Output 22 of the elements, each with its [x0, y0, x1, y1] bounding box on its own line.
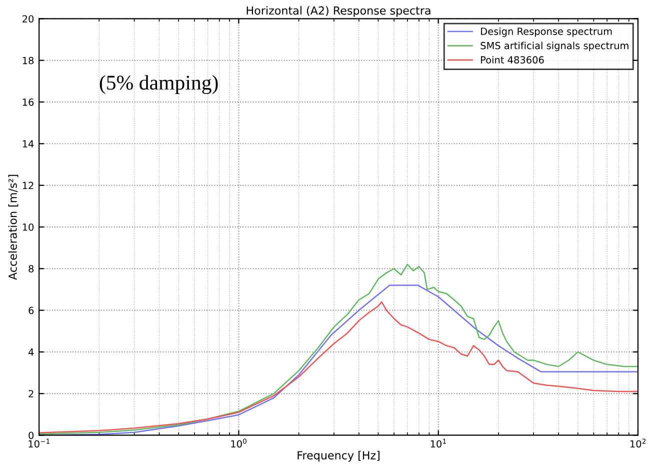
x-tick-label: 10$^{0}$ [231, 438, 246, 448]
y-tick-label: 18 [22, 56, 34, 64]
y-tick-label: 6 [28, 306, 34, 314]
y-tick-label: 10 [22, 223, 34, 231]
legend-label: Point 483606 [481, 56, 544, 64]
x-tick-label: 10$^{1}$ [430, 438, 446, 448]
y-tick-label: 20 [22, 15, 34, 23]
y-tick-label: 4 [28, 348, 34, 356]
x-tick-label: 10$^{2}$ [630, 438, 646, 448]
y-tick-label: 0 [28, 432, 34, 440]
y-tick-label: 16 [22, 98, 34, 106]
annotation: (5% damping) [100, 75, 218, 94]
legend-label: SMS artificial signals spectrum [480, 42, 628, 52]
y-tick-label: 2 [28, 390, 34, 398]
x-axis-title: Frequency [Hz] [298, 450, 380, 462]
chart-title: Horizontal (A2) Response spectra [246, 6, 430, 17]
y-tick-label: 8 [28, 265, 34, 272]
legend-label: Design Response spectrum [481, 27, 612, 37]
y-tick-label: 12 [22, 182, 34, 190]
x-tick-label: 10$^{−1}$ [28, 438, 50, 448]
y-axis-title: Acceleration [m/s²] [8, 174, 18, 280]
y-tick-label: 14 [22, 140, 34, 148]
